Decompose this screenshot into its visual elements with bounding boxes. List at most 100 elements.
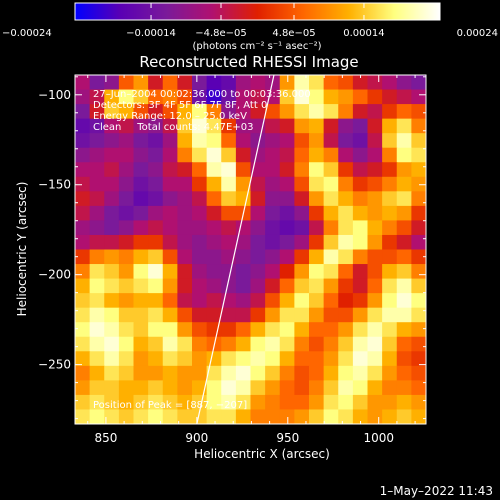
heatmap-cell	[352, 351, 369, 367]
heatmap-cell	[250, 278, 266, 294]
heatmap-cell	[177, 264, 193, 280]
heatmap-cell	[338, 365, 354, 381]
heatmap-cell	[192, 278, 208, 294]
heatmap-cell	[309, 176, 325, 192]
heatmap-cell	[75, 351, 91, 367]
heatmap-cell	[118, 394, 135, 411]
heatmap-cell	[309, 162, 325, 178]
heatmap-cell	[352, 322, 369, 338]
heatmap-cell	[221, 220, 237, 236]
plot-frame	[74, 74, 427, 425]
heatmap-cell	[177, 118, 193, 134]
heatmap-cell	[265, 133, 281, 149]
heatmap-cell	[265, 409, 281, 424]
heatmap-cell	[250, 409, 266, 424]
heatmap-cell	[382, 234, 398, 251]
heatmap-cell	[250, 89, 266, 105]
heatmap-cell	[89, 191, 105, 207]
heatmap-cell	[265, 205, 281, 222]
heatmap-cell	[250, 75, 266, 91]
heatmap-cell	[162, 191, 178, 207]
heatmap-cell	[221, 162, 237, 178]
heatmap-cell	[265, 351, 281, 367]
heatmap-cell	[309, 118, 325, 134]
heatmap-cell	[411, 293, 426, 309]
heatmap-cell	[177, 133, 193, 149]
heatmap-cell	[250, 147, 266, 163]
y-axis-label: Heliocentric Y (arcsec)	[15, 182, 29, 317]
heatmap-cell	[265, 365, 281, 381]
heatmap-cell	[294, 104, 310, 120]
heatmap-cell	[148, 336, 164, 352]
heatmap-cell	[352, 409, 369, 424]
heatmap-cell	[177, 162, 193, 178]
heatmap-cell	[75, 220, 91, 236]
heatmap-cell	[382, 104, 398, 120]
heatmap-cell	[177, 278, 193, 294]
heatmap-cell	[382, 307, 398, 323]
y-tick-label: −100	[38, 88, 71, 102]
heatmap-cell	[396, 234, 412, 251]
heatmap-cell	[192, 365, 208, 381]
heatmap-cell	[177, 249, 193, 265]
chart-title: Reconstructed RHESSI Image	[139, 53, 358, 71]
heatmap-cell	[148, 365, 164, 381]
heatmap-cell	[294, 220, 310, 236]
heatmap-cell	[221, 133, 237, 149]
heatmap-cell	[309, 351, 325, 367]
heatmap-cell	[104, 249, 120, 265]
heatmap-cell	[206, 162, 222, 178]
heatmap-cell	[309, 205, 325, 222]
heatmap-cell	[118, 89, 135, 105]
heatmap-cell	[162, 118, 178, 134]
heatmap-cell	[177, 394, 193, 411]
heatmap-cell	[206, 351, 222, 367]
heatmap-cell	[294, 336, 310, 352]
heatmap-cell	[367, 176, 383, 192]
heatmap-cell	[309, 249, 325, 265]
heatmap-cell	[265, 118, 281, 134]
heatmap-cell	[367, 118, 383, 134]
heatmap-cell	[367, 220, 383, 236]
heatmap-cell	[250, 322, 266, 338]
heatmap-cell	[221, 191, 237, 207]
heatmap-cell	[162, 205, 178, 222]
heatmap-cell	[411, 220, 426, 236]
heatmap-cell	[352, 89, 369, 105]
heatmap-cell	[323, 365, 339, 381]
heatmap-cell	[75, 176, 91, 192]
annotation-time-range: 27–Jun–2004 00:02:36.000 to 00:03:36.000	[93, 89, 311, 100]
heatmap-cell	[411, 75, 426, 91]
heatmap-cell	[338, 380, 354, 396]
heatmap-cell	[250, 336, 266, 352]
y-tick-label: −250	[38, 358, 71, 372]
heatmap-cell	[367, 365, 383, 381]
heatmap-cell	[323, 307, 339, 323]
heatmap-cell	[192, 234, 208, 251]
heatmap-cell	[396, 365, 412, 381]
heatmap-cell	[235, 409, 252, 424]
heatmap-cell	[338, 234, 354, 251]
heatmap-cell	[192, 394, 208, 411]
heatmap-cell	[396, 322, 412, 338]
heatmap-cell	[396, 336, 412, 352]
heatmap-cell	[265, 394, 281, 411]
heatmap-cell	[206, 278, 222, 294]
heatmap-cell	[221, 336, 237, 352]
heatmap-cell	[294, 133, 310, 149]
heatmap-cell	[104, 278, 120, 294]
heatmap-cell	[75, 75, 91, 91]
heatmap-cell	[352, 191, 369, 207]
heatmap-cell	[235, 380, 252, 396]
colorbar-tick-label: −4.8e−05	[195, 28, 247, 39]
heatmap-cell	[206, 380, 222, 396]
heatmap-cell	[221, 307, 237, 323]
heatmap-cell	[250, 133, 266, 149]
heatmap-cell	[133, 380, 149, 396]
heatmap-cell	[309, 365, 325, 381]
heatmap-cell	[162, 249, 178, 265]
heatmap-cell	[265, 104, 281, 120]
heatmap-cell	[265, 89, 281, 105]
heatmap-cell	[148, 147, 164, 163]
heatmap-cell	[118, 75, 135, 91]
